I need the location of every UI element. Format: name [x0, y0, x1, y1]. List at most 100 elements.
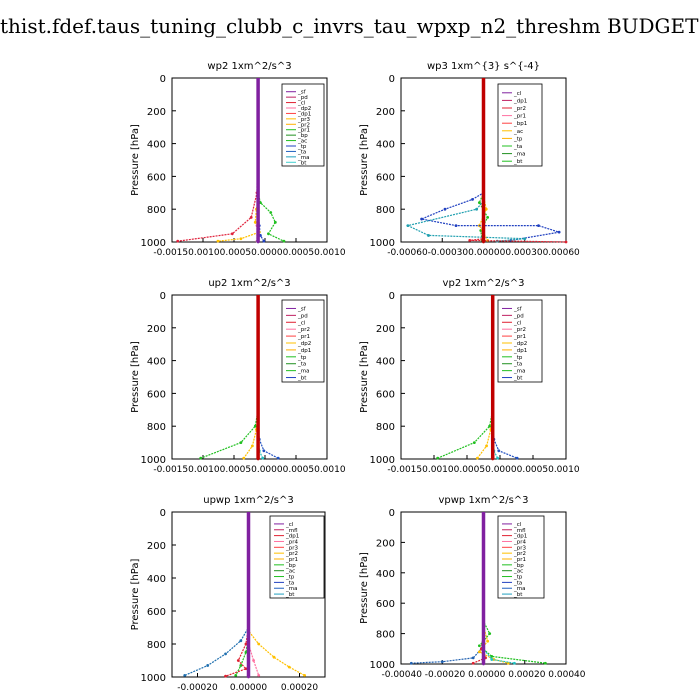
series-marker [206, 664, 210, 667]
x-tick-labels: -0.00150.00100.00050.00000.00050.0010 [153, 465, 345, 475]
series-marker [257, 642, 261, 646]
series-line [257, 78, 285, 242]
series-marker [406, 224, 410, 228]
legend-entry: _ac [297, 139, 307, 145]
series-marker [224, 652, 227, 656]
y-tick-label: 0 [389, 291, 395, 302]
series-marker [239, 639, 243, 643]
series-marker [267, 232, 270, 236]
legend-entry: _ma [297, 369, 309, 375]
series-line [437, 295, 494, 459]
legend-entry: _dp1 [513, 98, 527, 104]
legend-entry: _ta [513, 580, 522, 586]
legend-entry: _cl [513, 522, 522, 528]
series-marker [420, 217, 424, 221]
legend-entry: _bt [513, 159, 523, 165]
legend-entry: _ta [513, 144, 522, 150]
y-tick-label: 1000 [370, 238, 395, 249]
series-marker [199, 456, 203, 460]
series-marker [523, 237, 527, 241]
series-marker [303, 673, 306, 677]
legend-entry: _dp2 [513, 341, 527, 347]
series-line [177, 77, 259, 242]
y-tick-label: 200 [376, 107, 395, 118]
chart-panel-1: wp2 1xm^2/s^3 0 200 400 600 800 1000 Pressure [… [130, 61, 346, 258]
series-marker [183, 673, 187, 677]
y-axis-label: Pressure [hPa] [130, 559, 141, 631]
legend-entry: _dp1 [513, 348, 527, 354]
y-tick-label: 600 [376, 172, 395, 183]
legend-entry: _pd [513, 313, 524, 319]
series-marker [250, 444, 254, 448]
series-marker [224, 674, 227, 678]
x-tick-labels: -0.00040 -0.00020 0.00000 0.00020 0.0004… [381, 670, 585, 680]
series-marker [272, 655, 276, 659]
series-marker [234, 673, 238, 677]
series-marker [247, 675, 250, 679]
legend-entry: _ta [297, 149, 306, 155]
legend-entry: _pr2 [297, 122, 310, 128]
series-line [200, 295, 259, 459]
y-tick-label: 400 [376, 569, 395, 580]
legend-entry: _bt [297, 376, 307, 382]
series-marker [477, 644, 481, 648]
legend-entry: _tp [513, 575, 523, 581]
series-marker [239, 441, 243, 444]
legend-entry: _pr1 [513, 114, 526, 120]
legend-entry: _ma [513, 369, 525, 375]
y-tick-label: 400 [376, 140, 395, 151]
legend-entry: _pr1 [513, 557, 526, 563]
legend-entry: _sf [297, 90, 307, 96]
page-title: thist.fdef.taus_tuning_clubb_c_invrs_tau… [0, 14, 700, 38]
legend-box [497, 299, 543, 383]
legend-entry: _tp [297, 144, 307, 150]
legend-entry: _tp [513, 355, 523, 361]
legend-box [281, 299, 325, 383]
series-line [243, 295, 259, 459]
legend-entry: _ac [513, 129, 523, 135]
legend-entry: _pr3 [285, 545, 299, 551]
legend-entry: _tp [297, 355, 307, 361]
y-axis-label: Pressure [hPa] [359, 552, 370, 624]
legend-entry: _pr2 [513, 327, 526, 333]
series-marker [244, 642, 248, 646]
legend-entry: _cl [297, 320, 306, 326]
series-marker [488, 424, 492, 428]
series-marker [497, 449, 501, 453]
series-marker [276, 456, 280, 460]
series-marker [472, 441, 476, 444]
series-marker [262, 449, 266, 453]
y-tick-label: 1000 [370, 455, 395, 466]
series-marker [485, 444, 488, 448]
legend-box [497, 83, 543, 167]
series-marker [475, 207, 479, 211]
series-marker [471, 656, 475, 660]
x-tick-labels: -0.00060-0.000300.000000.000300.00060 [387, 248, 580, 258]
series-marker [543, 661, 547, 665]
legend-entry: _bt [285, 592, 295, 598]
legend-entry: _pd [297, 313, 308, 319]
series-marker [490, 658, 494, 661]
series-marker [471, 661, 475, 665]
chart-title: vp2 1xm^2/s^3 [443, 278, 525, 289]
plot-frame [400, 294, 567, 460]
legend-entry: _dp1 [297, 111, 311, 117]
legend-entry: _ac [285, 569, 295, 575]
legend-entry: _cl [513, 91, 522, 97]
series-marker [496, 456, 499, 460]
chart-title: wp3 1xm^{3} s^{-4} [427, 61, 540, 72]
series-line [257, 295, 279, 459]
legend-entry: _pr3 [297, 117, 311, 123]
series-marker [436, 456, 440, 460]
legend-entry: _sf [513, 306, 523, 312]
chart-legend: _sf_pd_cl_dp2_dp1_pr3_pr2_pr1_bp_ac_tp_t… [281, 83, 325, 167]
series-line [217, 78, 261, 242]
x-tick-labels: -0.00150.00100.00050.00000.00050.0010 [153, 248, 345, 258]
legend-entry: _cl [297, 101, 306, 107]
series-marker [515, 456, 519, 460]
legend-entry: _pr2 [513, 551, 526, 557]
legend-entry: _tp [285, 575, 295, 581]
chart-title: wp2 1xm^2/s^3 [207, 61, 291, 72]
series-marker [482, 662, 485, 666]
